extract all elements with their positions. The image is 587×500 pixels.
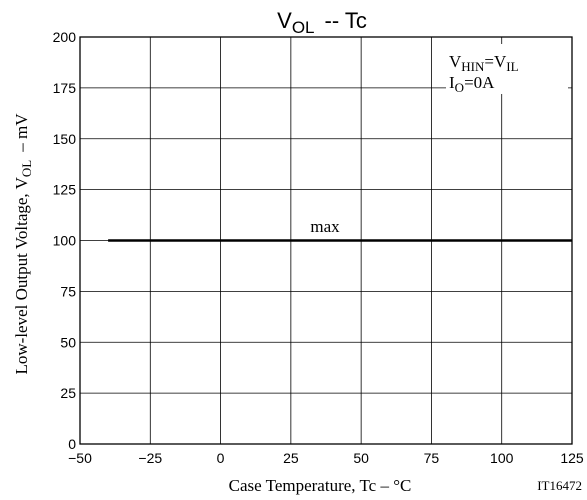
x-tick-label: 50 [353, 450, 369, 466]
y-tick-label: 75 [60, 283, 76, 299]
y-tick-label: 100 [53, 233, 77, 249]
y-axis-label-sub: OL [19, 160, 34, 177]
chart-title-rest: -- Tc [325, 8, 367, 33]
condition-1: VHIN=VIL [449, 52, 519, 74]
condition-2: IO=0A [449, 73, 495, 95]
x-tick-label: 75 [424, 450, 440, 466]
y-axis-label: Low-level Output Voltage, VOL – mV [12, 113, 34, 375]
condition-1-sub2: IL [506, 59, 518, 74]
series-label-max: max [310, 217, 340, 236]
y-axis-label-unit: – mV [12, 113, 31, 153]
y-tick-label: 150 [53, 131, 77, 147]
chart-title-v: V [277, 8, 292, 33]
y-tick-labels: 0 25 50 75 100 125 150 175 200 [53, 29, 77, 452]
y-axis-label-main: Low-level Output Voltage, V [12, 176, 31, 374]
x-tick-label: 0 [217, 450, 225, 466]
chart-title: VOL -- Tc [277, 8, 367, 37]
chart-title-sub: OL [292, 18, 315, 37]
condition-2-v: I [449, 73, 455, 92]
x-tick-label: −50 [68, 450, 92, 466]
y-tick-label: 200 [53, 29, 77, 45]
condition-1-rest: =V [484, 52, 507, 71]
x-tick-labels: −50 −25 0 25 50 75 100 125 [68, 450, 584, 466]
condition-1-sub: HIN [461, 59, 485, 74]
condition-2-sub: O [455, 80, 464, 95]
y-tick-label: 50 [60, 334, 76, 350]
code-label: IT16472 [537, 478, 582, 493]
x-tick-label: 100 [490, 450, 514, 466]
y-tick-label: 175 [53, 80, 77, 96]
x-tick-label: 125 [560, 450, 584, 466]
x-tick-label: −25 [138, 450, 162, 466]
y-tick-label: 25 [60, 385, 76, 401]
x-axis-label: Case Temperature, Tc – °C [229, 476, 412, 495]
y-tick-label: 125 [53, 182, 77, 198]
y-tick-label: 0 [68, 436, 76, 452]
condition-1-v: V [449, 52, 462, 71]
legend-box [446, 44, 568, 94]
condition-2-rest: =0A [464, 73, 495, 92]
x-tick-label: 25 [283, 450, 299, 466]
